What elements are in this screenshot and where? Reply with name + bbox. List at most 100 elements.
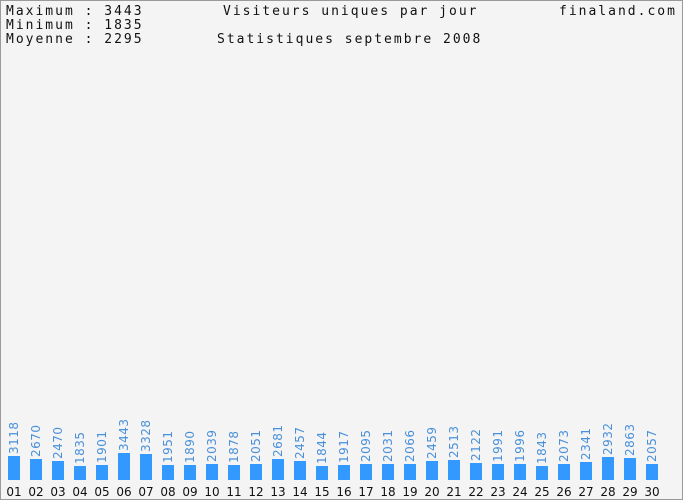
bar-22 bbox=[470, 463, 482, 480]
day-label-27: 27 bbox=[578, 485, 593, 499]
day-label-11: 11 bbox=[226, 485, 241, 499]
bar-21 bbox=[448, 460, 460, 480]
value-label-19: 2066 bbox=[403, 429, 417, 462]
day-label-30: 30 bbox=[644, 485, 659, 499]
bar-25 bbox=[536, 466, 548, 480]
bar-20 bbox=[426, 461, 438, 480]
day-label-10: 10 bbox=[204, 485, 219, 499]
value-label-10: 2039 bbox=[205, 429, 219, 462]
bar-04 bbox=[74, 466, 86, 480]
bar-08 bbox=[162, 465, 174, 480]
value-label-27: 2341 bbox=[579, 427, 593, 460]
bar-27 bbox=[580, 462, 592, 480]
bar-19 bbox=[404, 464, 416, 480]
max-value: 3443 bbox=[104, 4, 144, 19]
day-label-21: 21 bbox=[446, 485, 461, 499]
min-label: Minimum bbox=[6, 18, 75, 33]
bar-11 bbox=[228, 465, 240, 480]
value-label-24: 1996 bbox=[513, 429, 527, 462]
value-label-18: 2031 bbox=[381, 429, 395, 462]
day-label-25: 25 bbox=[534, 485, 549, 499]
bar-07 bbox=[140, 454, 152, 480]
day-label-24: 24 bbox=[512, 485, 527, 499]
day-label-17: 17 bbox=[358, 485, 373, 499]
value-label-05: 1901 bbox=[95, 430, 109, 463]
value-label-25: 1843 bbox=[535, 431, 549, 464]
bar-14 bbox=[294, 461, 306, 480]
value-label-20: 2459 bbox=[425, 426, 439, 459]
value-label-11: 1878 bbox=[227, 430, 241, 463]
day-label-06: 06 bbox=[116, 485, 131, 499]
day-label-13: 13 bbox=[270, 485, 285, 499]
bar-03 bbox=[52, 461, 64, 480]
value-label-26: 2073 bbox=[557, 429, 571, 462]
min-separator: : bbox=[84, 18, 95, 33]
day-label-02: 02 bbox=[28, 485, 43, 499]
value-label-09: 1890 bbox=[183, 430, 197, 463]
bar-12 bbox=[250, 464, 262, 480]
bar-29 bbox=[624, 458, 636, 480]
bar-06 bbox=[118, 453, 130, 480]
value-label-30: 2057 bbox=[645, 429, 659, 462]
value-label-12: 2051 bbox=[249, 429, 263, 462]
bar-01 bbox=[8, 456, 20, 480]
day-label-05: 05 bbox=[94, 485, 109, 499]
bar-24 bbox=[514, 464, 526, 480]
avg-stat: Moyenne : 2295 bbox=[6, 33, 144, 47]
day-label-26: 26 bbox=[556, 485, 571, 499]
min-stat: Minimum : 1835 bbox=[6, 19, 144, 33]
day-label-18: 18 bbox=[380, 485, 395, 499]
bar-13 bbox=[272, 459, 284, 480]
bar-30 bbox=[646, 464, 658, 480]
day-label-08: 08 bbox=[160, 485, 175, 499]
value-label-16: 1917 bbox=[337, 430, 351, 463]
day-label-04: 04 bbox=[72, 485, 87, 499]
max-label: Maximum bbox=[6, 4, 75, 19]
bar-26 bbox=[558, 464, 570, 480]
value-label-14: 2457 bbox=[293, 426, 307, 459]
day-label-28: 28 bbox=[600, 485, 615, 499]
avg-separator: : bbox=[84, 32, 95, 47]
value-label-03: 2470 bbox=[51, 426, 65, 459]
value-label-06: 3443 bbox=[117, 418, 131, 451]
value-label-29: 2863 bbox=[623, 423, 637, 456]
value-label-08: 1951 bbox=[161, 430, 175, 463]
max-separator: : bbox=[84, 4, 95, 19]
value-label-13: 2681 bbox=[271, 424, 285, 457]
day-label-03: 03 bbox=[50, 485, 65, 499]
value-label-01: 3118 bbox=[7, 421, 21, 454]
value-label-23: 1991 bbox=[491, 429, 505, 462]
bar-05 bbox=[96, 465, 108, 480]
chart-title: Visiteurs uniques par jour bbox=[223, 4, 479, 19]
day-label-09: 09 bbox=[182, 485, 197, 499]
bar-09 bbox=[184, 465, 196, 480]
value-label-02: 2670 bbox=[29, 424, 43, 457]
value-label-22: 2122 bbox=[469, 428, 483, 461]
avg-label: Moyenne bbox=[6, 32, 75, 47]
avg-value: 2295 bbox=[104, 32, 144, 47]
value-label-04: 1835 bbox=[73, 431, 87, 464]
value-label-28: 2932 bbox=[601, 422, 615, 455]
site-name: finaland.com bbox=[559, 4, 677, 19]
bar-17 bbox=[360, 464, 372, 480]
max-stat: Maximum : 3443 bbox=[6, 5, 144, 19]
bar-16 bbox=[338, 465, 350, 480]
value-label-21: 2513 bbox=[447, 425, 461, 458]
value-label-07: 3328 bbox=[139, 419, 153, 452]
bar-10 bbox=[206, 464, 218, 480]
day-label-16: 16 bbox=[336, 485, 351, 499]
value-label-17: 2095 bbox=[359, 429, 373, 462]
day-label-23: 23 bbox=[490, 485, 505, 499]
day-label-19: 19 bbox=[402, 485, 417, 499]
day-label-20: 20 bbox=[424, 485, 439, 499]
min-value: 1835 bbox=[104, 18, 144, 33]
day-label-12: 12 bbox=[248, 485, 263, 499]
value-label-15: 1844 bbox=[315, 431, 329, 464]
day-label-01: 01 bbox=[6, 485, 21, 499]
chart-subtitle: Statistiques septembre 2008 bbox=[217, 32, 483, 47]
day-label-29: 29 bbox=[622, 485, 637, 499]
bar-23 bbox=[492, 464, 504, 480]
day-label-15: 15 bbox=[314, 485, 329, 499]
